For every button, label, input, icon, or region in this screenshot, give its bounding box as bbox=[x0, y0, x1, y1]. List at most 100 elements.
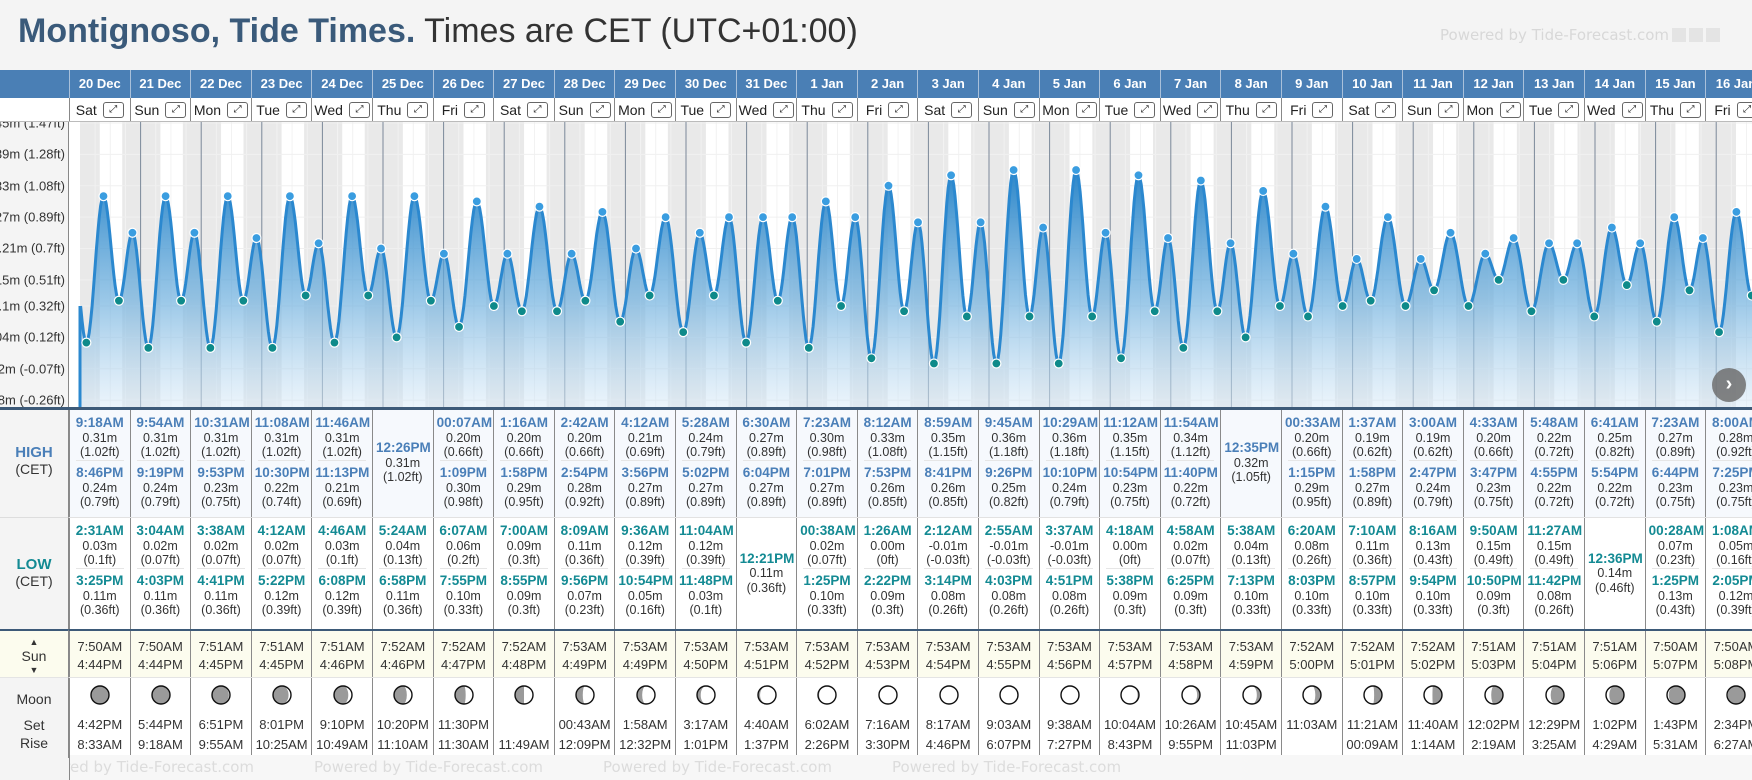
weekday-cell: Wed ⤢ bbox=[1159, 98, 1221, 121]
sunrise-time: 7:50AM bbox=[1713, 639, 1752, 654]
sunset-time: 5:01PM bbox=[1349, 657, 1395, 672]
expand-icon[interactable]: ⤢ bbox=[1197, 101, 1219, 118]
scroll-next-button[interactable]: › bbox=[1712, 368, 1746, 402]
tide-time: 1:16AM bbox=[499, 415, 548, 430]
tide-height-m: 0.34m bbox=[1173, 430, 1208, 445]
expand-icon[interactable]: ⤢ bbox=[1437, 101, 1459, 118]
expand-icon[interactable]: ⤢ bbox=[1255, 101, 1277, 118]
tide-time: 1:08AM bbox=[1711, 523, 1752, 538]
sun-cell: 7:53AM 4:53PM bbox=[856, 631, 918, 677]
low-tide-point bbox=[1024, 311, 1035, 322]
moon-phase-icon bbox=[272, 685, 292, 705]
high-tide-cell: 11:12AM 0.35m (1.15ft) 10:54PM 0.23m (0.75ft) bbox=[1099, 410, 1160, 517]
tide-height-m: 0.22m bbox=[1536, 430, 1572, 445]
high-tide-cell: 6:41AM 0.25m (0.82ft) 5:54PM 0.22m (0.72ft) bbox=[1584, 410, 1645, 517]
location-title: Montignoso, Tide Times. bbox=[18, 12, 416, 50]
moonrise-time: 4:46PM bbox=[925, 737, 971, 752]
expand-icon[interactable]: ⤢ bbox=[285, 101, 307, 118]
tide-height-ft: (0.13ft) bbox=[382, 553, 423, 567]
expand-icon[interactable]: ⤢ bbox=[1621, 101, 1643, 118]
expand-icon[interactable]: ⤢ bbox=[526, 101, 548, 118]
expand-icon[interactable]: ⤢ bbox=[1558, 101, 1580, 118]
tide-time: 8:03PM bbox=[1288, 573, 1336, 588]
expand-icon[interactable]: ⤢ bbox=[951, 101, 973, 118]
low-tide-entry: 4:41PM 0.11m (0.36ft) bbox=[194, 573, 248, 618]
tide-time: 4:12AM bbox=[621, 415, 670, 430]
expand-icon[interactable]: ⤢ bbox=[1736, 101, 1752, 118]
page-title: Montignoso, Tide Times. Times are CET (U… bbox=[18, 12, 858, 51]
high-tide-cell: 11:54AM 0.34m (1.12ft) 11:40PM 0.22m (0.72ft) bbox=[1159, 410, 1221, 517]
expand-icon[interactable]: ⤢ bbox=[773, 101, 795, 118]
divider bbox=[1469, 460, 1518, 461]
low-tide-point bbox=[580, 295, 591, 306]
low-tide-entry: 4:03PM 0.11m (0.36ft) bbox=[134, 573, 188, 618]
tide-time: 7:01PM bbox=[803, 465, 851, 480]
tide-height-m: 0.20m bbox=[506, 430, 542, 445]
low-tide-point bbox=[835, 300, 847, 312]
weekday-label: Fri bbox=[1714, 101, 1731, 118]
expand-icon[interactable]: ⤢ bbox=[102, 101, 124, 118]
divider bbox=[1409, 568, 1457, 569]
expand-icon[interactable]: ⤢ bbox=[888, 101, 910, 118]
sunrise-time: 7:53AM bbox=[1168, 639, 1213, 654]
tide-time: 9:19PM bbox=[136, 465, 185, 480]
tide-height-ft: (0.36ft) bbox=[382, 603, 423, 617]
moon-label: Moon Set Rise bbox=[0, 677, 69, 758]
expand-icon[interactable]: ⤢ bbox=[710, 101, 732, 118]
moon-phase-icon bbox=[817, 685, 838, 705]
divider bbox=[136, 568, 185, 569]
moonset-time: 5:44PM bbox=[137, 717, 183, 732]
divider bbox=[863, 568, 912, 569]
y-axis-tick-label: 0.39m (1.28ft) bbox=[0, 146, 65, 162]
sun-cell: 7:53AM 4:54PM bbox=[917, 631, 978, 677]
high-tide-cell: 5:48AM 0.22m (0.72ft) 4:55PM 0.22m (0.72ft) bbox=[1523, 410, 1584, 517]
weekday-label: Wed bbox=[1162, 101, 1192, 118]
tide-height-ft: (0.39ft) bbox=[322, 603, 362, 617]
expand-icon[interactable]: ⤢ bbox=[227, 101, 249, 118]
expand-icon[interactable]: ⤢ bbox=[464, 101, 486, 118]
expand-icon[interactable]: ⤢ bbox=[589, 101, 611, 118]
tide-time: 5:24AM bbox=[378, 523, 427, 538]
tide-time: 3:04AM bbox=[136, 523, 185, 538]
sunrise-time: 7:53AM bbox=[743, 639, 789, 654]
expand-icon[interactable]: ⤢ bbox=[1312, 101, 1334, 118]
sunset-time: 5:06PM bbox=[1592, 657, 1638, 672]
high-tide-entry: 1:37AM 0.19m (0.62ft) bbox=[1346, 415, 1400, 460]
low-tide-point bbox=[1684, 285, 1695, 296]
tide-height-m: 0.19m bbox=[1355, 430, 1390, 445]
expand-icon[interactable]: ⤢ bbox=[407, 101, 429, 118]
tide-height-ft: (0.89ft) bbox=[807, 495, 847, 509]
weekday-cell: Mon ⤢ bbox=[190, 98, 251, 121]
expand-icon[interactable]: ⤢ bbox=[1013, 101, 1035, 118]
expand-icon[interactable]: ⤢ bbox=[1499, 101, 1521, 118]
divider bbox=[1106, 568, 1154, 569]
tide-height-ft: (0.66ft) bbox=[1473, 445, 1514, 459]
tide-height-m: 0.10m bbox=[1355, 588, 1390, 603]
expand-icon[interactable]: ⤢ bbox=[831, 101, 853, 118]
high-tide-cell: 11:08AM 0.31m (1.02ft) 10:30PM 0.22m (0.74ft) bbox=[250, 410, 312, 517]
expand-icon[interactable]: ⤢ bbox=[651, 101, 673, 118]
expand-icon[interactable]: ⤢ bbox=[165, 101, 187, 118]
expand-icon[interactable]: ⤢ bbox=[1375, 101, 1397, 118]
expand-icon[interactable]: ⤢ bbox=[1679, 101, 1701, 118]
date-header: 29 Dec bbox=[614, 70, 675, 98]
moon-phase-icon bbox=[514, 685, 535, 705]
weekday-cell: Mon ⤢ bbox=[1462, 98, 1524, 121]
weekday-label: Sat bbox=[1348, 101, 1370, 118]
low-tide-point bbox=[300, 290, 311, 301]
moon-cell: 11:40AM 1:14AM bbox=[1402, 678, 1463, 756]
expand-icon[interactable]: ⤢ bbox=[348, 101, 370, 118]
tide-height-ft: (0.36ft) bbox=[140, 603, 181, 617]
weekday-label: Sun bbox=[1407, 101, 1432, 118]
low-tide-point bbox=[1713, 327, 1725, 338]
tide-height-ft: (0.26ft) bbox=[1049, 603, 1090, 617]
expand-icon[interactable]: ⤢ bbox=[1134, 101, 1156, 118]
weekday-cell: Wed ⤢ bbox=[1584, 98, 1645, 121]
tide-time: 2:47PM bbox=[1409, 465, 1457, 480]
expand-icon[interactable]: ⤢ bbox=[1075, 101, 1097, 118]
low-tide-cell: 11:04AM 0.12m (0.39ft) 11:48PM 0.03m (0.1ft) bbox=[675, 518, 736, 629]
tide-time: 10:30PM bbox=[254, 465, 310, 480]
tide-time: 00:28AM bbox=[1648, 523, 1705, 538]
low-tide-cell: 1:26AM 0.00m (0ft) 2:22PM 0.09m (0.3ft) bbox=[856, 518, 918, 629]
moon-cell: 10:45AM 11:03PM bbox=[1220, 678, 1281, 756]
